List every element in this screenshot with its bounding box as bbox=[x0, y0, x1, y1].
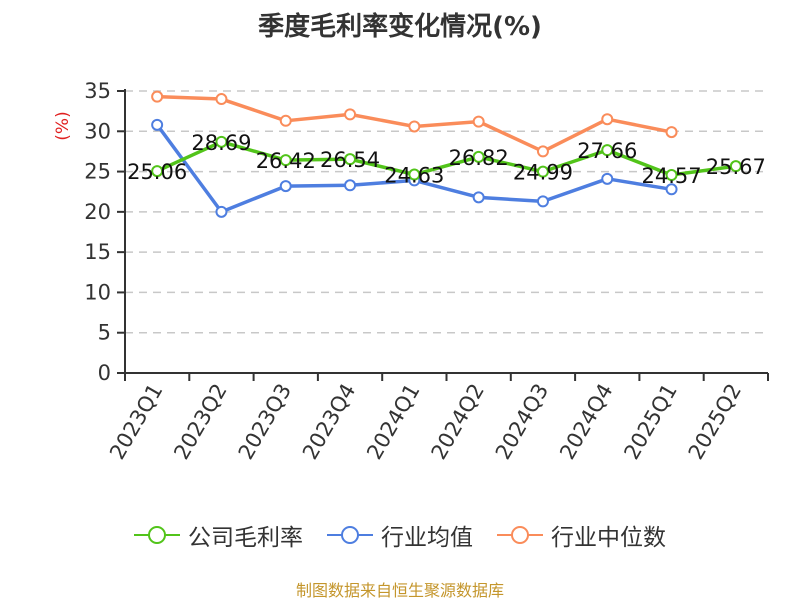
data-point bbox=[344, 153, 357, 166]
data-point bbox=[601, 144, 614, 157]
data-label: 26.54 bbox=[320, 148, 380, 172]
legend-item-industry-avg[interactable]: 行业均值 bbox=[327, 518, 473, 552]
data-label: 25.67 bbox=[706, 155, 766, 179]
x-tick-label: 2023Q4 bbox=[298, 380, 360, 464]
legend-item-industry-median[interactable]: 行业中位数 bbox=[497, 518, 666, 552]
y-tick-label: 15 bbox=[84, 240, 111, 264]
x-tick-label: 2025Q2 bbox=[684, 380, 746, 464]
y-tick-label: 25 bbox=[84, 160, 111, 184]
x-tick-label: 2023Q1 bbox=[105, 380, 167, 464]
y-tick-label: 5 bbox=[98, 321, 111, 345]
data-label: 24.63 bbox=[384, 164, 444, 188]
data-point bbox=[408, 168, 421, 181]
data-label: 26.82 bbox=[449, 146, 509, 170]
data-label: 27.66 bbox=[577, 139, 637, 163]
x-tick-label: 2025Q1 bbox=[619, 380, 681, 464]
data-point bbox=[151, 118, 164, 131]
series-line bbox=[156, 140, 737, 177]
data-point bbox=[536, 145, 549, 158]
x-tick-label: 2024Q4 bbox=[555, 380, 617, 464]
data-label: 26.42 bbox=[256, 149, 316, 173]
data-point bbox=[408, 120, 421, 133]
data-source-note: 制图数据来自恒生聚源数据库 bbox=[295, 581, 504, 600]
y-tick-label: 20 bbox=[84, 200, 111, 224]
y-tick-label: 10 bbox=[84, 280, 111, 304]
legend-label: 公司毛利率 bbox=[188, 525, 303, 551]
data-point bbox=[601, 172, 614, 185]
legend: 公司毛利率 行业均值 行业中位数 bbox=[0, 518, 800, 552]
data-point bbox=[151, 165, 164, 178]
legend-marker-icon bbox=[497, 526, 543, 544]
x-tick-label: 2024Q1 bbox=[362, 380, 424, 464]
data-point bbox=[665, 126, 678, 139]
x-tick-label: 2023Q2 bbox=[169, 380, 231, 464]
data-label: 28.69 bbox=[191, 131, 251, 155]
data-point bbox=[536, 165, 549, 178]
data-label: 25.06 bbox=[127, 160, 187, 184]
data-point bbox=[472, 191, 485, 204]
legend-item-company[interactable]: 公司毛利率 bbox=[134, 518, 303, 552]
data-point bbox=[279, 114, 292, 127]
legend-label: 行业均值 bbox=[381, 525, 473, 551]
data-point bbox=[215, 135, 228, 148]
y-axis-unit-label: (%) bbox=[53, 111, 73, 140]
data-point bbox=[279, 180, 292, 193]
y-tick-label: 0 bbox=[98, 361, 111, 385]
x-tick-label: 2024Q2 bbox=[427, 380, 489, 464]
chart-title: 季度毛利率变化情况(%) bbox=[258, 12, 542, 42]
legend-label: 行业中位数 bbox=[551, 525, 666, 551]
data-label: 24.57 bbox=[641, 164, 701, 188]
data-point bbox=[344, 108, 357, 121]
data-point bbox=[472, 150, 485, 163]
x-tick-label: 2023Q3 bbox=[234, 380, 296, 464]
data-point bbox=[215, 205, 228, 218]
data-point bbox=[472, 115, 485, 128]
data-point bbox=[215, 93, 228, 106]
x-tick-label: 2024Q3 bbox=[491, 380, 553, 464]
data-label: 24.99 bbox=[513, 161, 573, 185]
y-tick-label: 35 bbox=[84, 79, 111, 103]
legend-marker-icon bbox=[327, 526, 373, 544]
data-point bbox=[536, 195, 549, 208]
data-point bbox=[151, 90, 164, 103]
data-point bbox=[601, 113, 614, 126]
y-tick-label: 30 bbox=[84, 119, 111, 143]
data-point bbox=[729, 160, 742, 173]
data-point bbox=[665, 183, 678, 196]
data-point bbox=[279, 154, 292, 167]
legend-marker-icon bbox=[134, 526, 180, 544]
data-point bbox=[344, 179, 357, 192]
data-point bbox=[665, 169, 678, 182]
